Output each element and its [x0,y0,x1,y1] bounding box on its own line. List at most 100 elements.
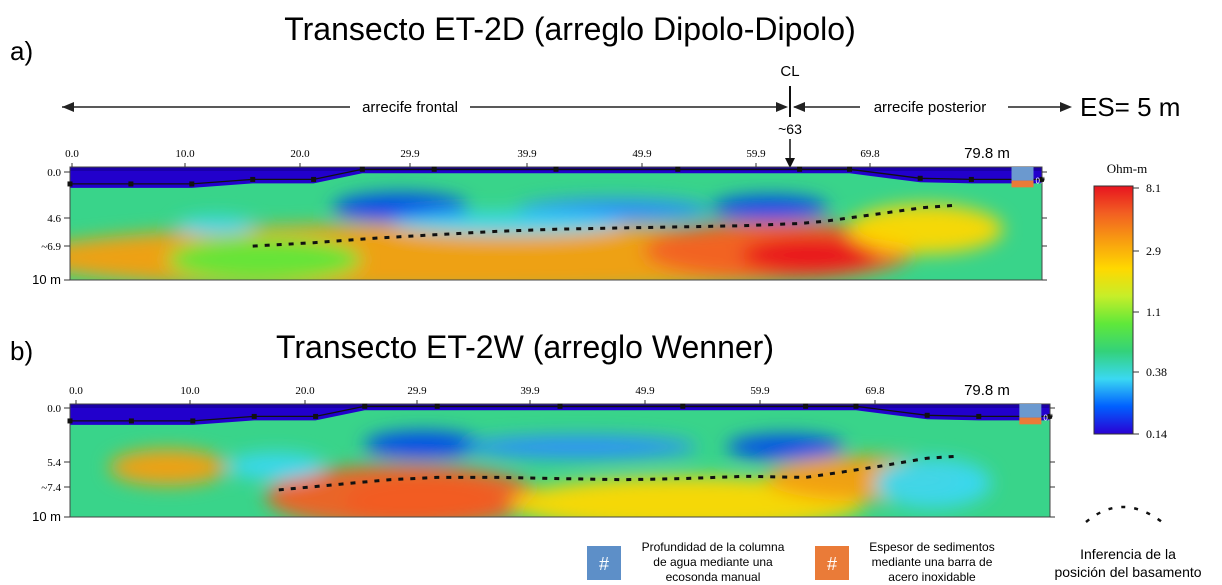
legend-basement-line1: Inferencia de la [1080,546,1176,562]
electrode-marker [976,413,982,419]
water-column [70,167,1042,188]
x-tick-label: 49.9 [632,148,652,160]
x-tick-label: 29.9 [400,148,420,160]
electrode-marker [313,413,319,419]
resistivity-anomaly [109,449,227,486]
electrode-marker [853,403,859,409]
legend-steel-bar-line2: mediante una barra de [872,555,993,569]
legend-echosounder-symbol: # [599,554,609,574]
electrode-marker [251,413,257,419]
electrode-marker [67,418,73,424]
x-tick-label: 59.9 [746,148,766,160]
x-tick-label: 69.8 [865,385,885,397]
resistivity-anomaly [176,216,255,235]
legend-steel-bar-line1: Espesor de sedimentos [869,540,994,554]
electrode-marker [434,403,440,409]
panel-a-section: 0.77 m 0.0 10.0 20.0 29.9 39.9 49.9 59.9 69.8 79.… [32,145,1061,287]
resistivity-section [70,404,1050,517]
zone-frontal-arrowhead-right [776,102,788,112]
electrode-spacing-label: ES= 5 m [1080,92,1180,122]
electrode-marker [359,166,365,172]
x-end-label: 79.8 m [964,145,1010,162]
electrode-marker [803,403,809,409]
seafloor-line [70,405,1050,422]
y-tick-label: ~6.9 [41,241,61,253]
colorbar-tick-label: 0.14 [1146,427,1167,441]
electrode-marker [128,181,134,187]
cl-marker: CL ~63 [778,63,802,168]
electrode-marker [431,166,437,172]
resistivity-anomaly [726,434,845,460]
resistivity-section [70,167,1042,280]
y-tick-label: 4.6 [47,213,61,225]
electrode-marker [680,403,686,409]
legend-echosounder-line1: Profundidad de la columna [642,540,785,554]
x-end-label: 79.8 m [964,382,1010,399]
electrode-marker [67,181,73,187]
zone-posterior-arrowhead-right [1060,102,1072,112]
legend-basement: Inferencia de la posición del basamento [1054,505,1202,580]
resistivity-anomaly [461,435,698,459]
x-tick-label: 0.0 [65,148,79,160]
colorbar-tick-label: 0.38 [1146,365,1167,379]
cl-position-label: ~63 [778,121,802,137]
resistivity-anomaly [226,452,325,480]
colorbar-tick-label: 8.1 [1146,181,1161,195]
electrode-marker [553,166,559,172]
colorbar-tick-label: 2.9 [1146,244,1161,258]
resistivity-anomaly [740,237,877,274]
resistivity-anomalies [109,431,992,517]
cl-down-arrowhead [785,158,795,168]
steel-bar-marker [1019,417,1042,425]
x-tick-label: 10.0 [180,385,200,397]
electrode-marker [924,412,930,418]
y-tick-label: 10 m [32,272,61,287]
seafloor-depth-label: 0.77 m [1043,414,1068,423]
electrode-marker [189,181,195,187]
electrode-marker [968,176,974,182]
colorbar-ticks: 8.1 2.9 1.1 0.38 0.14 [1133,181,1167,441]
legend-echosounder-line2: de agua mediante una [653,555,773,569]
basement-line [252,203,954,248]
legend-echosounder-line3: ecosonda manual [666,570,761,584]
colorbar-tick-label: 1.1 [1146,305,1161,319]
resistivity-anomaly [711,195,829,221]
legend-echosounder-swatch [587,546,621,580]
x-tick-label: 39.9 [520,385,540,397]
electrode-marker [190,418,196,424]
legend-steel-bar: # Espesor de sedimentos mediante una bar… [815,540,995,584]
electrode-marker [250,176,256,182]
x-tick-label: 59.9 [750,385,770,397]
electrode-marker [675,166,681,172]
legend-basement-dashes [1085,505,1163,524]
zone-frontal-label: arrecife frontal [362,99,458,116]
resistivity-anomaly [364,431,482,459]
resistivity-anomaly [847,204,1004,255]
colorbar-ramp [1093,185,1134,435]
x-tick-label: 20.0 [290,148,310,160]
panel-a-label: a) [10,36,33,66]
panel-a-zones: arrecife frontal arrecife posterior ES= … [62,92,1180,122]
legend-echosounder: # Profundidad de la columna de agua medi… [587,540,785,584]
x-tick-label: 49.9 [635,385,655,397]
y-tick-label: 0.0 [47,403,61,415]
echosounder-marker [1011,167,1034,181]
zone-posterior-label: arrecife posterior [874,99,987,116]
y-tick-label: 0.0 [47,167,61,179]
echosounder-marker [1019,404,1042,418]
water-column [70,404,1050,425]
zone-posterior-arrowhead-left [793,102,805,112]
seafloor-depth-label: 0.77 m [1036,177,1061,186]
electrode-marker [311,176,317,182]
x-tick-label: 20.0 [295,385,315,397]
x-tick-label: 39.9 [517,148,537,160]
electrode-marker [362,403,368,409]
panel-a-title: Transecto ET-2D (arreglo Dipolo-Dipolo) [284,11,855,47]
legend-steel-bar-line3: acero inoxidable [888,570,976,584]
electrode-marker [128,418,134,424]
cl-label: CL [780,63,799,80]
panel-b-section: 0.77 m 0.0 10.0 20.0 29.9 39.9 49.9 59.9 69.8 79.… [32,382,1068,524]
electrode-marker [797,166,803,172]
x-tick-label: 0.0 [69,385,83,397]
